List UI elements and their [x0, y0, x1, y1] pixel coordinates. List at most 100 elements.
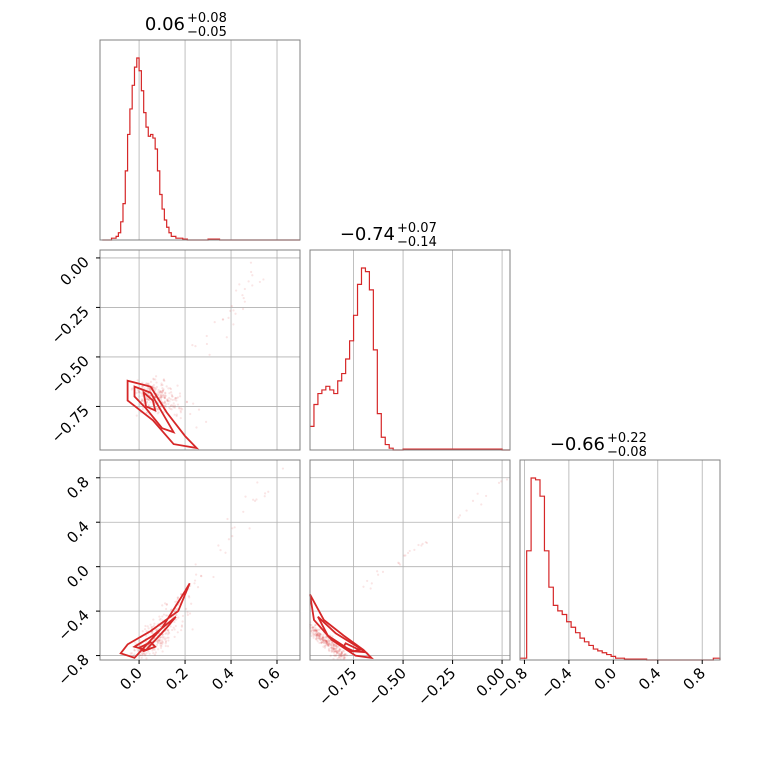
sample-point: [420, 544, 423, 547]
sample-point: [321, 638, 324, 641]
sample-point: [334, 647, 338, 650]
sample-point: [319, 637, 322, 641]
sample-point: [140, 385, 144, 388]
sample-point: [320, 641, 323, 644]
sample-point: [315, 632, 318, 635]
sample-point: [159, 390, 162, 393]
sample-point: [224, 551, 227, 554]
sample-point: [324, 636, 327, 639]
sample-point: [324, 639, 327, 642]
title-plus: +0.07: [397, 221, 437, 236]
sample-point: [403, 554, 406, 557]
sample-point: [158, 618, 161, 621]
sample-point: [233, 526, 236, 529]
sample-point: [330, 645, 334, 649]
sample-point: [315, 637, 318, 640]
hist-panel-2: −0.74 +0.07−0.14: [310, 221, 510, 451]
contour-outer: [119, 582, 191, 659]
sample-point: [471, 499, 475, 502]
sample-point: [162, 379, 165, 382]
sample-point: [138, 639, 141, 642]
sample-point: [160, 396, 163, 399]
sample-point: [147, 382, 150, 385]
sample-point: [158, 642, 161, 645]
sample-point: [327, 644, 330, 647]
sample-point: [327, 639, 330, 642]
sample-point: [146, 625, 149, 628]
sample-point: [179, 417, 182, 420]
sample-point: [330, 649, 333, 652]
sample-point: [319, 638, 322, 641]
sample-point: [165, 631, 168, 635]
sample-point: [322, 637, 326, 640]
sample-point: [162, 388, 165, 391]
sample-point: [185, 607, 188, 610]
sample-point: [332, 651, 336, 654]
sample-point: [335, 651, 339, 654]
sample-point: [147, 403, 150, 406]
sample-point: [311, 626, 315, 629]
sample-point: [158, 639, 161, 642]
sample-point: [338, 649, 341, 652]
sample-point: [341, 655, 344, 658]
sample-point: [167, 639, 170, 642]
sample-point: [336, 645, 339, 648]
sample-point: [328, 639, 331, 642]
sample-point: [323, 638, 326, 641]
sample-point: [169, 608, 173, 612]
sample-point: [332, 647, 335, 651]
sample-point: [156, 641, 159, 644]
sample-point: [319, 639, 322, 642]
sample-point: [157, 389, 160, 392]
sample-point: [314, 629, 317, 632]
sample-point: [193, 582, 196, 585]
sample-point: [147, 398, 151, 402]
hist-frame: [519, 459, 721, 661]
sample-point: [151, 649, 154, 652]
sample-point: [330, 647, 334, 650]
sample-point: [200, 575, 203, 578]
sample-point: [156, 640, 159, 643]
sample-point: [143, 628, 147, 631]
sample-point: [180, 624, 184, 627]
sample-point: [327, 643, 330, 646]
sample-point: [315, 638, 318, 641]
sample-point: [312, 634, 315, 638]
sample-point: [326, 643, 329, 647]
sample-point: [165, 603, 168, 606]
sample-point: [164, 403, 168, 406]
sample-point: [164, 639, 168, 642]
sample-point: [164, 394, 167, 398]
sample-point: [160, 384, 163, 387]
sample-point: [194, 563, 197, 566]
sample-point: [155, 629, 158, 632]
sample-point: [313, 633, 316, 636]
sample-point: [187, 595, 191, 598]
sample-point: [340, 655, 343, 658]
sample-point: [144, 654, 147, 657]
sample-point: [397, 561, 400, 564]
sample-point: [176, 396, 180, 399]
sample-point: [326, 640, 329, 644]
sample-point: [314, 638, 317, 641]
sample-point: [164, 642, 167, 645]
sample-point: [178, 406, 181, 409]
sample-point: [208, 353, 211, 356]
sample-point: [397, 562, 401, 565]
sample-point: [191, 344, 194, 347]
sample-point: [310, 624, 313, 627]
sample-point: [161, 642, 164, 645]
sample-point: [334, 654, 338, 657]
sample-point: [338, 648, 341, 651]
sample-point: [160, 395, 163, 399]
hist-frame: [309, 249, 511, 451]
y-tick-label: 0.8: [63, 473, 93, 503]
sample-point: [225, 336, 228, 339]
sample-point: [320, 637, 323, 640]
sample-point: [153, 622, 156, 625]
sample-point: [313, 629, 316, 632]
sample-point: [217, 544, 220, 547]
sample-point: [160, 382, 163, 385]
sample-point: [166, 628, 169, 632]
sample-point: [322, 641, 326, 645]
